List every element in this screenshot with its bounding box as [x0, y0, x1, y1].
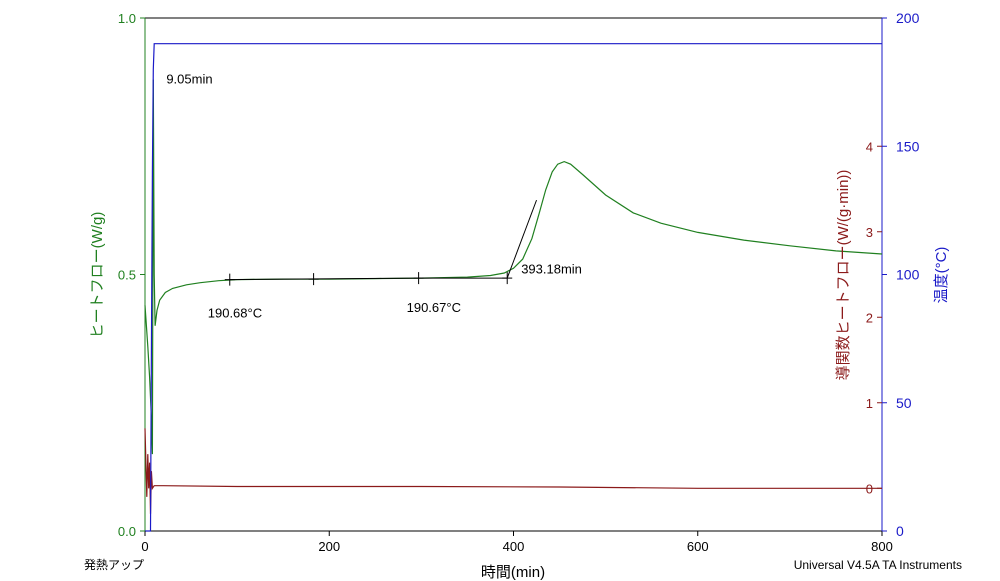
- x-tick-label: 200: [318, 539, 340, 554]
- x-tick-label: 0: [141, 539, 148, 554]
- derivative-heat-flow-series: [144, 428, 882, 514]
- derivative-tick-label: 1: [866, 396, 873, 411]
- footer-left-text: 発熱アップ: [84, 558, 144, 572]
- derivative-tick-label: 0: [866, 481, 873, 496]
- temperature-tick-label: 150: [896, 138, 920, 154]
- series-layer: [144, 43, 883, 532]
- analysis-line: [229, 277, 419, 281]
- temperature-tick-label: 0: [896, 523, 904, 539]
- temperature-tick-label: 200: [896, 10, 920, 26]
- left-tick-label: 0.0: [118, 524, 136, 539]
- heat-flow-series: [144, 79, 883, 455]
- temperature-axis-label: 温度(°C): [933, 247, 950, 304]
- plot-frame: [144, 17, 883, 532]
- x-tick-label: 400: [503, 539, 525, 554]
- temperature-tick-label: 50: [896, 395, 912, 411]
- annotation-label: 190.67°C: [407, 300, 461, 315]
- derivative-tick-label: 3: [866, 225, 873, 240]
- analysis-line: [506, 199, 537, 279]
- annotation-label: 190.68°C: [208, 306, 262, 321]
- tick-layer: 0 200 400 600 800 0.0 0.5 1.0 0 1 2 3 4 0 50 100 150 200: [118, 10, 920, 554]
- temperature-tick-label: 100: [896, 267, 920, 283]
- derivative-tick-label: 2: [866, 310, 873, 325]
- x-tick-label: 600: [687, 539, 709, 554]
- annotation-label: 9.05min: [166, 72, 212, 87]
- left-tick-label: 0.5: [118, 268, 136, 283]
- footer-right-text: Universal V4.5A TA Instruments: [794, 558, 962, 572]
- label-layer: 時間(min) ヒートフロー(W/g) 導関数ヒートフロー(W/(g·min))…: [84, 170, 962, 581]
- derivative-tick-label: 4: [866, 139, 873, 154]
- x-axis-label: 時間(min): [481, 564, 545, 581]
- temperature-series: [145, 43, 882, 532]
- left-tick-label: 1.0: [118, 11, 136, 26]
- annotation-label: 393.18min: [521, 262, 582, 277]
- derivative-axis-label: 導関数ヒートフロー(W/(g·min)): [835, 170, 852, 381]
- analysis-markers: 9.05min 190.68°C 190.67°C 393.18min: [166, 72, 582, 321]
- left-axis-label: ヒートフロー(W/g): [89, 212, 106, 339]
- x-tick-label: 800: [871, 539, 893, 554]
